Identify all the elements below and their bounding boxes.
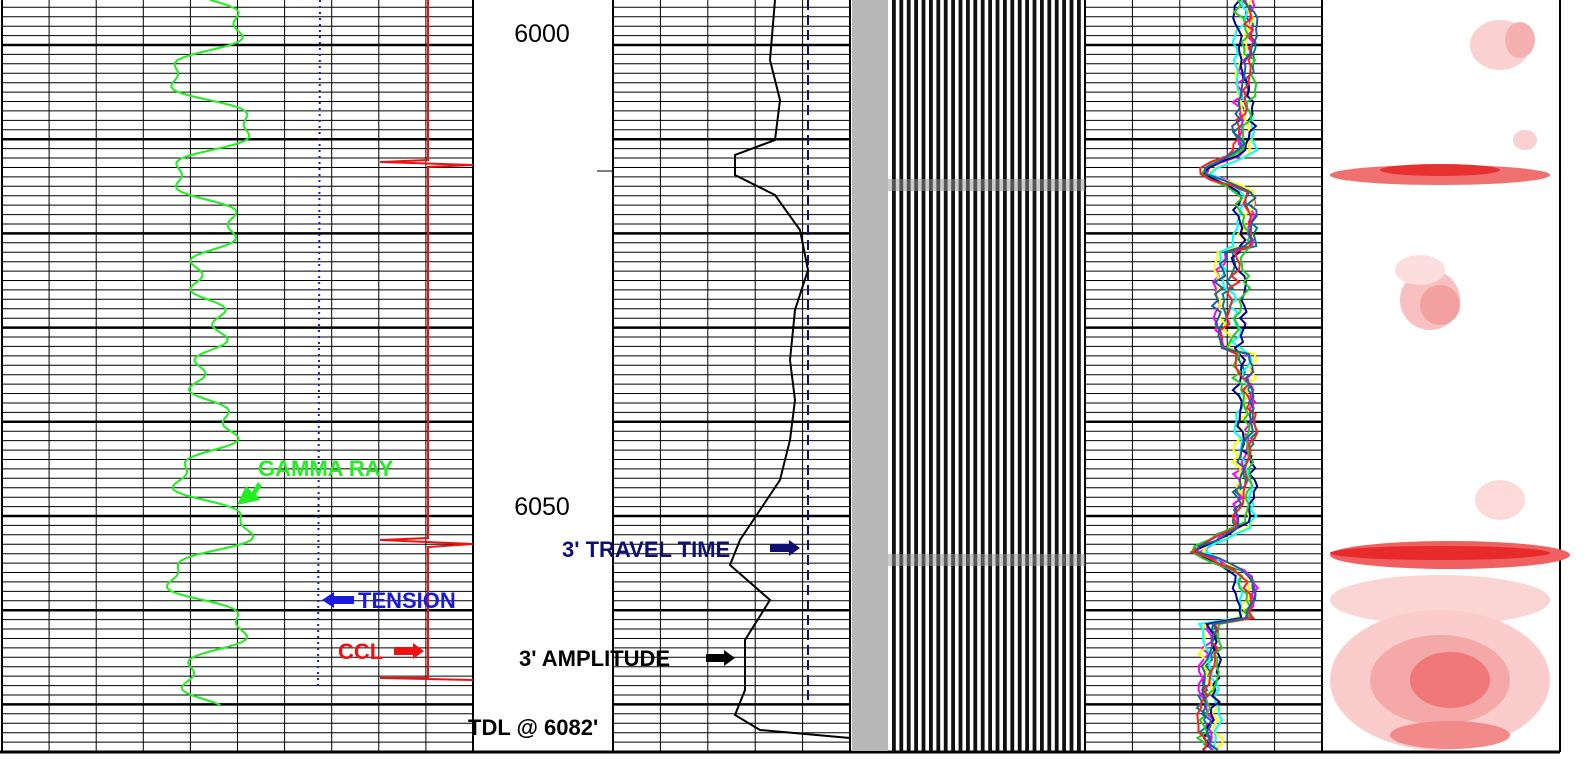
vdl-stripe xyxy=(951,0,955,751)
waveform-curve xyxy=(1196,0,1258,751)
depth-label: 6050 xyxy=(514,493,570,521)
arrow xyxy=(770,540,800,556)
amplitude-label: 3' AMPLITUDE xyxy=(519,646,670,671)
vdl-band xyxy=(888,554,1085,566)
heat-blob xyxy=(1513,130,1537,150)
vdl-stripe xyxy=(966,0,970,751)
tdl-label: TDL @ 6082' xyxy=(468,715,598,740)
vdl-stripe xyxy=(936,0,941,751)
vdl-cement xyxy=(852,0,888,751)
vdl-stripe xyxy=(1017,0,1022,751)
heat-blob xyxy=(1330,546,1550,560)
tension-label: TENSION xyxy=(358,588,456,613)
amplitude-curve xyxy=(728,0,851,739)
depth-label: 6000 xyxy=(514,20,570,48)
curves xyxy=(166,0,1570,751)
vdl-stripe xyxy=(892,0,896,751)
vdl-stripe xyxy=(943,0,948,751)
ccl-curve xyxy=(379,0,474,681)
heat-blob xyxy=(1395,255,1445,285)
travel-time-label: 3' TRAVEL TIME xyxy=(562,537,730,562)
vdl-stripe xyxy=(988,0,992,751)
heat-blob xyxy=(1420,285,1460,325)
grid xyxy=(0,0,1561,754)
vdl-stripe xyxy=(1003,0,1007,751)
heat-blob xyxy=(1330,575,1550,625)
arrow xyxy=(394,643,424,659)
gamma-ray-label: GAMMA RAY xyxy=(258,456,394,481)
vdl-stripe xyxy=(1032,0,1037,751)
vdl-stripe xyxy=(906,0,911,751)
arrow xyxy=(322,592,354,608)
waveform-curve xyxy=(1190,0,1258,751)
vdl-stripe xyxy=(1047,0,1052,751)
arrow xyxy=(237,482,262,505)
vdl-stripe xyxy=(973,0,978,751)
arrow xyxy=(706,650,735,666)
vdl-stripe xyxy=(929,0,933,751)
heat-blob xyxy=(1505,22,1535,58)
heat-blob xyxy=(1390,721,1510,749)
ccl-label: CCL xyxy=(338,639,383,664)
heat-blob xyxy=(1380,164,1500,176)
vdl-stripe xyxy=(995,0,1000,751)
vdl-band xyxy=(888,179,1085,191)
vdl-stripe xyxy=(899,0,904,751)
vdl-stripe xyxy=(1025,0,1029,751)
vdl-stripe xyxy=(1077,0,1081,751)
heat-blob xyxy=(1410,652,1490,708)
vdl-stripe xyxy=(958,0,963,751)
vdl-stripe xyxy=(980,0,985,751)
vdl-stripe xyxy=(1062,0,1066,751)
tension-curve xyxy=(317,0,321,687)
vdl-stripe xyxy=(1069,0,1074,751)
gamma-ray-curve xyxy=(166,0,255,706)
heat-blob xyxy=(1475,480,1525,520)
waveform-curve xyxy=(1197,0,1259,751)
vdl-stripe xyxy=(1010,0,1015,751)
vdl-stripe xyxy=(921,0,926,751)
waveform-curve xyxy=(1196,0,1259,751)
waveform-curve xyxy=(1190,0,1259,751)
vdl-stripe xyxy=(1040,0,1044,751)
vdl-stripe xyxy=(1054,0,1059,751)
vdl-stripe xyxy=(914,0,918,751)
labels: 6000 6050 GAMMA RAY TENSION CCL 3' TRAVE… xyxy=(237,20,800,740)
